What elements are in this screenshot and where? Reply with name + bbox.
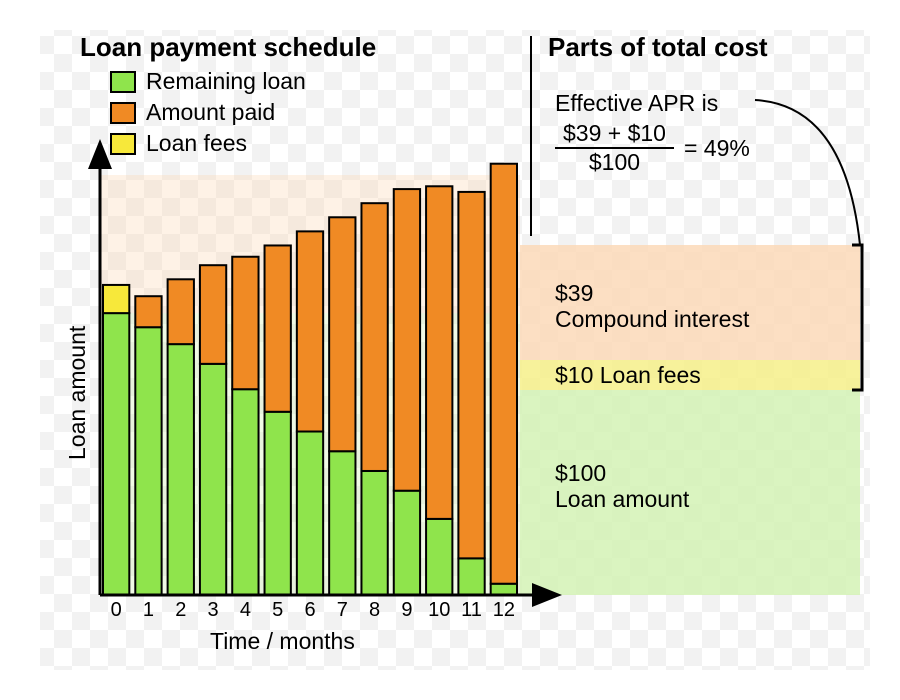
cost-bracket: [0, 0, 900, 700]
